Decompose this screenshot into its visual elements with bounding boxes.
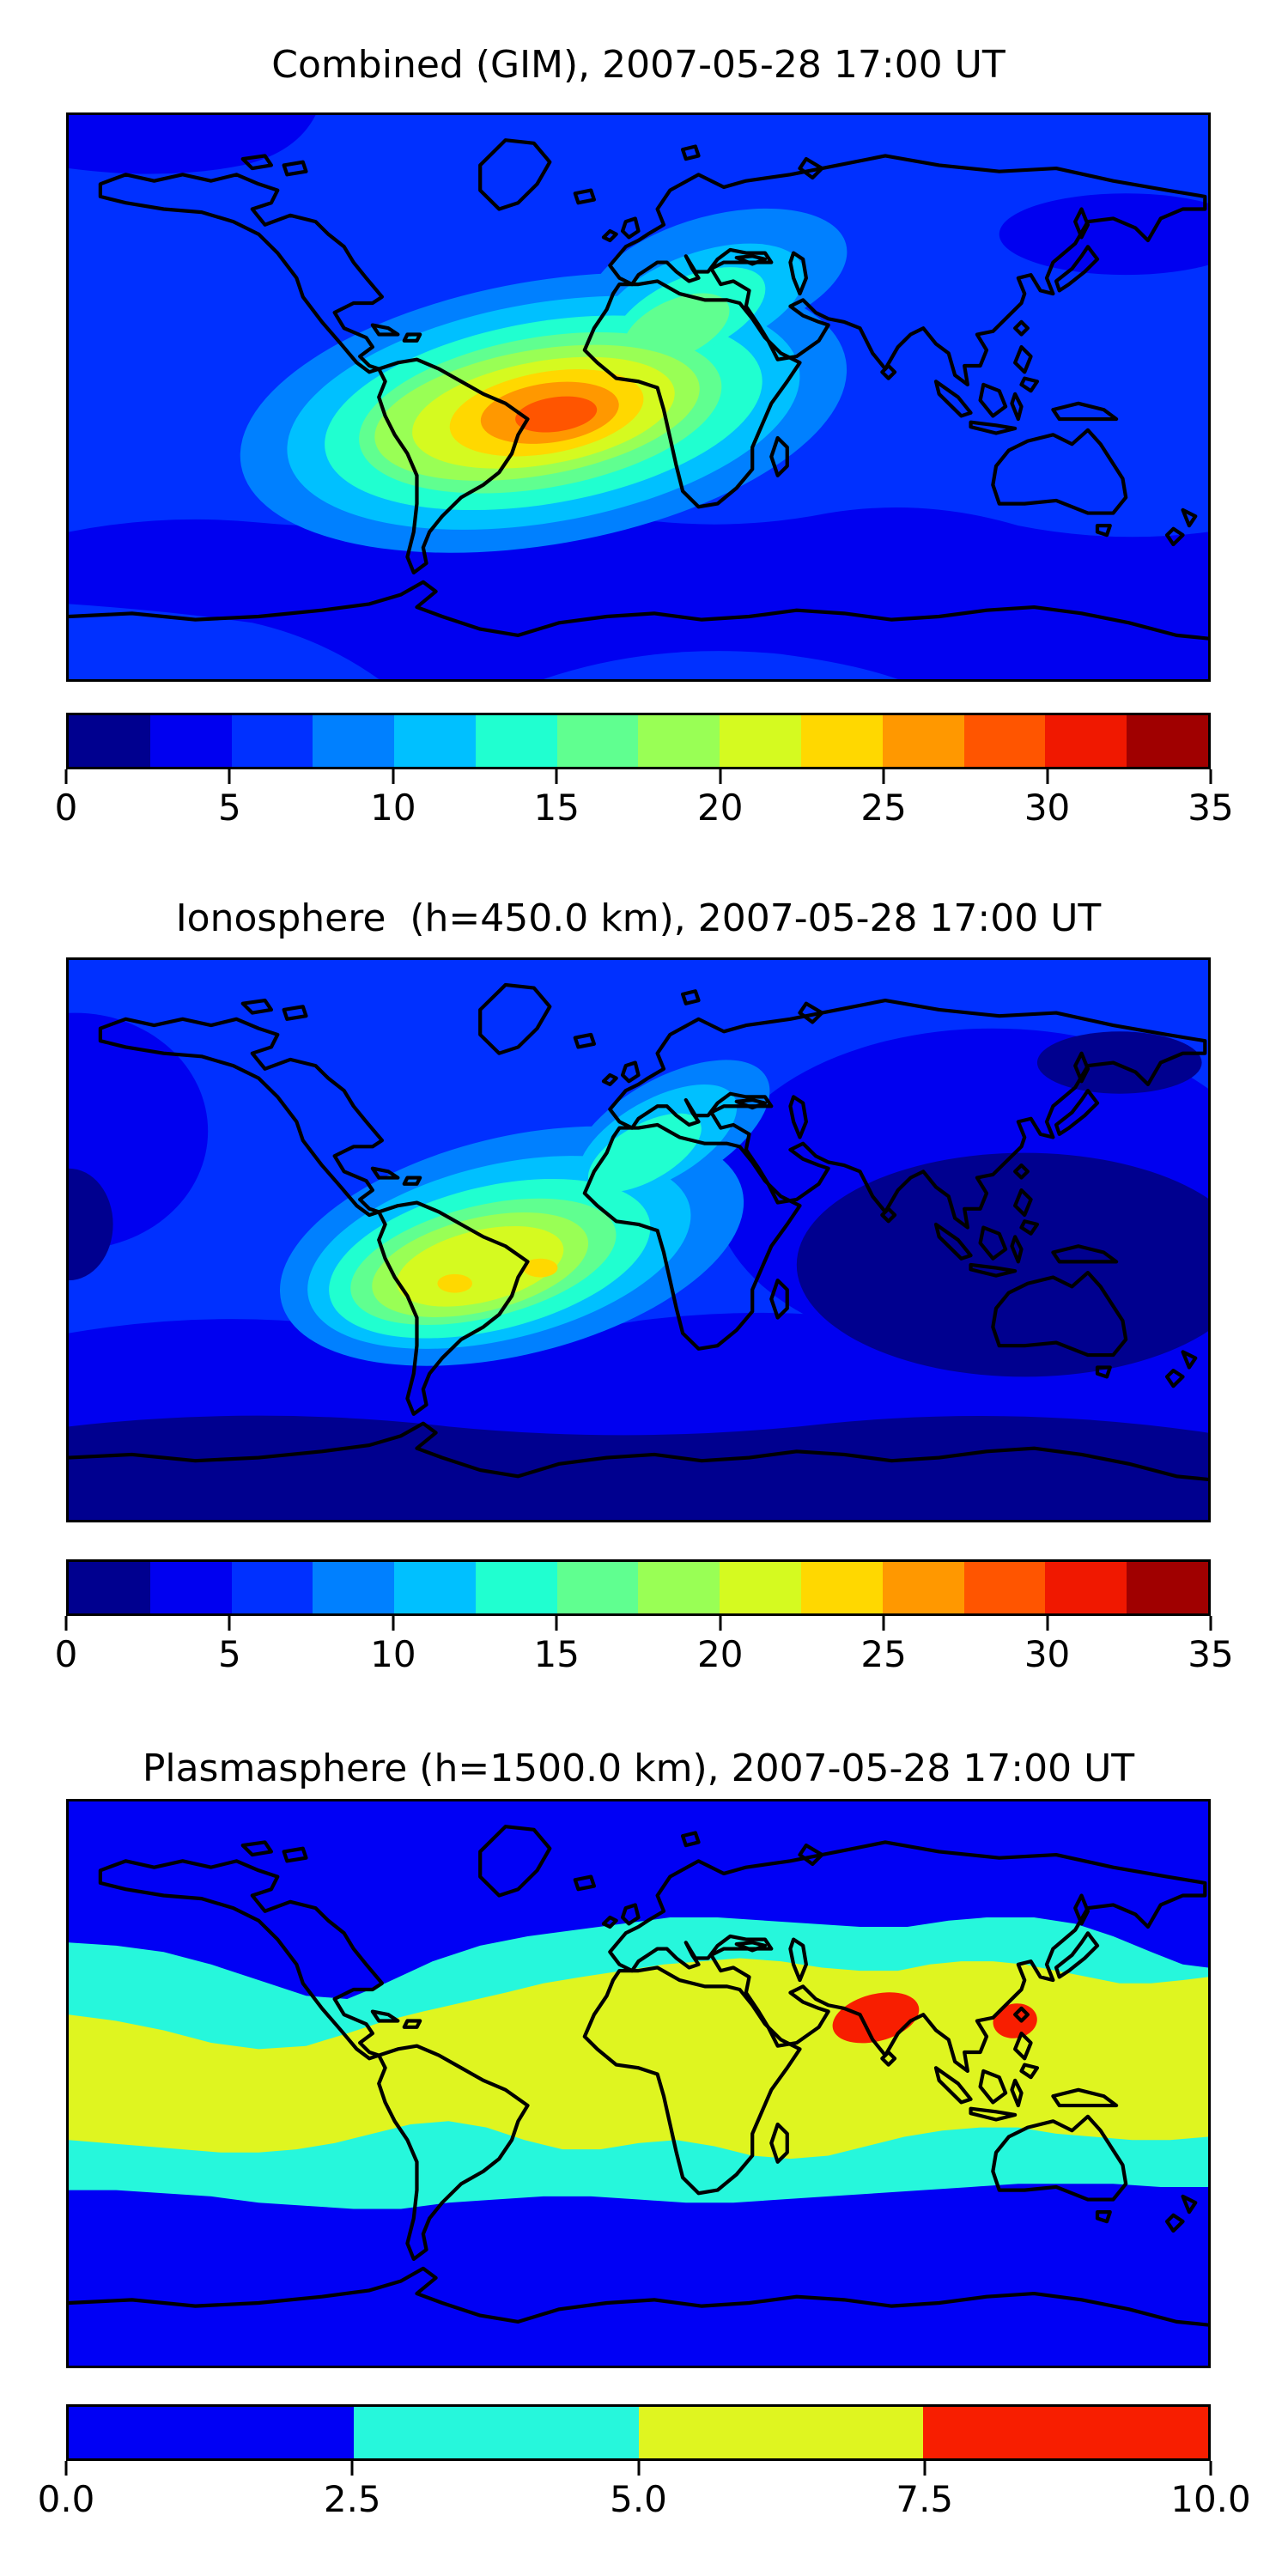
colorbar-tick-label: 35 (1188, 1633, 1234, 1675)
colorbar-segment (69, 2407, 354, 2458)
colorbar-segment (801, 1562, 883, 1613)
colorbar-tick (64, 2461, 68, 2476)
colorbar-tick-label: 15 (533, 1633, 580, 1675)
colorbar-segment (638, 1562, 720, 1613)
colorbar-segment (313, 715, 395, 767)
panel1-title: Combined (GIM), 2007-05-28 17:00 UT (271, 43, 1005, 87)
colorbar-segment (149, 715, 232, 767)
colorbar-segment (1045, 1562, 1127, 1613)
colorbar-segment (1127, 715, 1208, 767)
colorbar-segment (1045, 715, 1127, 767)
colorbar-tick-label: 35 (1188, 787, 1234, 829)
colorbar-tick (392, 769, 395, 784)
colorbar-segment (1127, 1562, 1208, 1613)
colorbar-segment (231, 715, 313, 767)
panel3-colorbar: 0.0 2.5 5.0 7.5 10.0 (38, 2404, 1251, 2519)
colorbar-tick-label: 5 (218, 1633, 241, 1675)
colorbar-segment (475, 715, 557, 767)
plasmasphere-tec-map (69, 1801, 1208, 2366)
colorbar-tick (882, 769, 885, 784)
colorbar-segment (638, 2407, 924, 2458)
colorbar-segment (69, 1562, 150, 1613)
colorbar-tick (923, 2461, 927, 2476)
colorbar-tick (350, 2461, 354, 2476)
colorbar-tick (882, 1616, 885, 1631)
colorbar-tick-label: 20 (696, 1633, 744, 1675)
colorbar-segment (556, 715, 639, 767)
colorbar-segment (353, 2407, 639, 2458)
ionosphere-tec-map (69, 960, 1208, 1520)
colorbar-tick-label: 10.0 (1170, 2478, 1251, 2520)
colorbar-segment (638, 715, 720, 767)
colorbar-segment (720, 715, 802, 767)
colorbar-segment (963, 715, 1046, 767)
colorbar-tick-label: 0 (54, 787, 78, 829)
colorbar-segment (963, 1562, 1046, 1613)
colorbar-tick-label: 5.0 (610, 2478, 667, 2520)
colorbar-tick (719, 769, 722, 784)
colorbar-tick-label: 25 (860, 787, 907, 829)
colorbar-segment (556, 1562, 639, 1613)
panel1-map (66, 112, 1211, 682)
colorbar-tick (1209, 2461, 1212, 2476)
colorbar-tick-label: 30 (1024, 787, 1071, 829)
colorbar-gradient (66, 713, 1211, 769)
colorbar-segment (231, 1562, 313, 1613)
colorbar-segment (149, 1562, 232, 1613)
colorbar-tick-label: 20 (696, 787, 744, 829)
colorbar-gradient (66, 1559, 1211, 1616)
colorbar-tick-label: 30 (1024, 1633, 1071, 1675)
colorbar-tick (1046, 1616, 1049, 1631)
colorbar-tick (1209, 1616, 1212, 1631)
colorbar-tick (637, 2461, 640, 2476)
colorbar-segment (720, 1562, 802, 1613)
colorbar-tick (64, 769, 68, 784)
colorbar-tick-label: 10 (370, 1633, 416, 1675)
colorbar-tick-label: 2.5 (323, 2478, 381, 2520)
colorbar-tick (228, 1616, 231, 1631)
panel3-title: Plasmasphere (h=1500.0 km), 2007-05-28 1… (142, 1747, 1135, 1790)
colorbar-tick (392, 1616, 395, 1631)
panel1-colorbar: 0 5 10 15 20 25 30 35 (55, 713, 1234, 828)
colorbar-tick-label: 7.5 (896, 2478, 954, 2520)
colorbar-gradient (66, 2404, 1211, 2461)
colorbar-tick (1046, 769, 1049, 784)
colorbar-tick (64, 1616, 68, 1631)
colorbar-tick (555, 769, 558, 784)
panel2-title: Ionosphere (h=450.0 km), 2007-05-28 17:0… (175, 896, 1102, 940)
colorbar-tick-label: 25 (860, 1633, 907, 1675)
colorbar-tick (1209, 769, 1212, 784)
colorbar-segment (882, 1562, 964, 1613)
colorbar-segment (475, 1562, 557, 1613)
colorbar-tick-label: 10 (370, 787, 416, 829)
colorbar-tick-label: 15 (533, 787, 580, 829)
combined-tec-map (69, 115, 1208, 679)
colorbar-segment (882, 715, 964, 767)
colorbar-tick (719, 1616, 722, 1631)
colorbar-segment (394, 715, 476, 767)
colorbar-tick (555, 1616, 558, 1631)
colorbar-tick-label: 5 (218, 787, 241, 829)
colorbar-segment (394, 1562, 476, 1613)
colorbar-tick-label: 0 (54, 1633, 78, 1675)
panel3-map (66, 1799, 1211, 2368)
colorbar-segment (313, 1562, 395, 1613)
colorbar-tick (228, 769, 231, 784)
colorbar-segment (69, 715, 150, 767)
panel2-map (66, 957, 1211, 1522)
panel2-colorbar: 0 5 10 15 20 25 30 35 (55, 1559, 1234, 1674)
colorbar-segment (801, 715, 883, 767)
colorbar-tick-label: 0.0 (37, 2478, 95, 2520)
colorbar-segment (923, 2407, 1208, 2458)
